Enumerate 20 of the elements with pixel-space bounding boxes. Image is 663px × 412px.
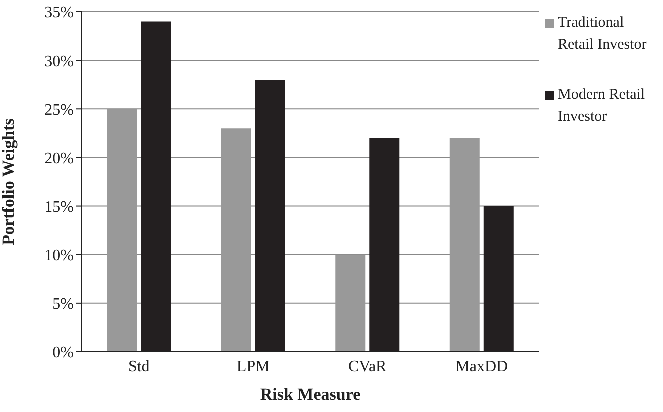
- bar: [450, 138, 480, 352]
- y-tick-label: 5%: [52, 296, 74, 314]
- x-tick-label: CVaR: [348, 358, 388, 376]
- x-axis-title: Risk Measure: [260, 385, 362, 404]
- y-tick-label: 25%: [44, 102, 74, 119]
- bar: [221, 128, 252, 352]
- bar: [107, 109, 138, 352]
- y-tick-label: 35%: [44, 4, 74, 22]
- x-tick-label: LPM: [236, 358, 270, 376]
- y-tick-label: 0%: [52, 344, 74, 362]
- bar: [336, 254, 366, 352]
- y-tick-label: 10%: [44, 248, 74, 265]
- x-tick-label: MaxDD: [456, 358, 508, 376]
- y-tick-label: 20%: [44, 150, 74, 168]
- y-tick-label: 30%: [44, 53, 74, 70]
- y-tick-label: 15%: [44, 198, 74, 216]
- x-tick-label: Std: [128, 358, 150, 376]
- y-axis-title: Portfolio Weights: [0, 118, 18, 246]
- legend-label: Traditional Retail Investor: [558, 14, 648, 55]
- legend-label: Modern Retail Investor: [558, 86, 646, 127]
